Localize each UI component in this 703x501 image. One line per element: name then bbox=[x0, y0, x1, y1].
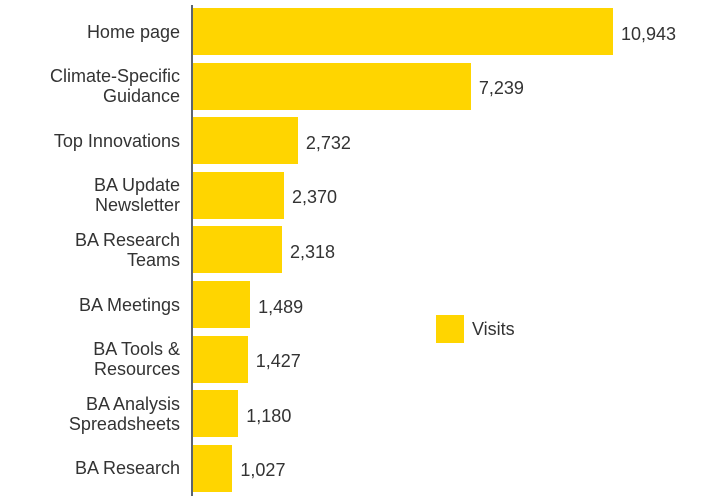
category-label: BA Tools & Resources bbox=[93, 339, 180, 380]
bar bbox=[193, 62, 471, 110]
bar bbox=[193, 171, 284, 219]
category-label: Home page bbox=[86, 21, 180, 42]
value-label: 2,370 bbox=[291, 187, 337, 208]
bar bbox=[193, 335, 248, 383]
bar bbox=[193, 117, 298, 165]
value-label: 1,180 bbox=[246, 405, 292, 426]
category-label: BA Research Teams bbox=[74, 229, 180, 270]
category-label: Top Innovations bbox=[53, 130, 180, 151]
value-label: 2,732 bbox=[305, 132, 351, 153]
bar bbox=[193, 390, 239, 438]
bar bbox=[193, 281, 251, 328]
category-label: BA Research bbox=[74, 458, 180, 479]
value-label: 1,427 bbox=[255, 351, 301, 372]
bar bbox=[193, 8, 613, 55]
category-axis bbox=[191, 5, 193, 496]
category-label: BA Update Newsletter bbox=[93, 175, 180, 216]
category-label: BA Analysis Spreadsheets bbox=[68, 393, 180, 434]
value-label: 2,318 bbox=[289, 241, 335, 262]
category-label: Climate-Specific Guidance bbox=[49, 66, 180, 107]
bar bbox=[193, 226, 282, 274]
legend-label: Visits bbox=[472, 319, 515, 339]
value-label: 10,943 bbox=[621, 23, 677, 44]
category-label: BA Meetings bbox=[78, 294, 180, 315]
bar bbox=[193, 444, 233, 492]
value-label: 7,239 bbox=[478, 78, 524, 99]
value-label: 1,027 bbox=[240, 460, 286, 481]
value-label: 1,489 bbox=[258, 296, 304, 317]
legend-swatch bbox=[436, 315, 464, 343]
